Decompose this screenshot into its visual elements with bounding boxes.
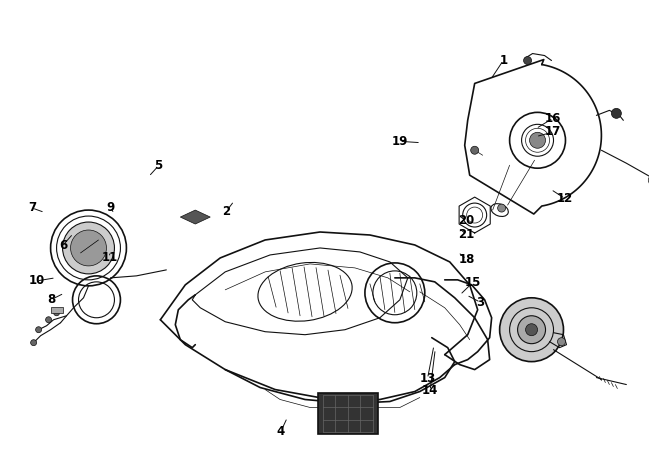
Text: 11: 11 (101, 251, 118, 264)
Text: 16: 16 (545, 112, 562, 125)
Circle shape (526, 324, 538, 336)
Text: 14: 14 (422, 384, 438, 397)
Text: 12: 12 (557, 192, 573, 205)
Text: 6: 6 (59, 239, 67, 252)
Text: 1: 1 (499, 54, 508, 67)
Text: 8: 8 (47, 293, 55, 306)
Text: 7: 7 (28, 201, 36, 214)
Circle shape (498, 204, 506, 212)
Circle shape (53, 310, 60, 316)
FancyBboxPatch shape (318, 393, 378, 434)
Text: 18: 18 (458, 253, 474, 266)
Text: 21: 21 (458, 228, 474, 241)
Circle shape (62, 222, 114, 274)
Polygon shape (180, 210, 210, 224)
Text: 20: 20 (458, 214, 474, 227)
Circle shape (500, 298, 564, 361)
Circle shape (530, 132, 545, 148)
Text: 15: 15 (465, 276, 481, 289)
Text: 3: 3 (476, 296, 485, 309)
Text: 5: 5 (154, 160, 162, 172)
Circle shape (471, 146, 478, 154)
Circle shape (71, 230, 107, 266)
Text: 13: 13 (419, 372, 436, 385)
Circle shape (558, 338, 566, 346)
Circle shape (36, 327, 42, 333)
Text: 17: 17 (545, 126, 562, 139)
Circle shape (612, 108, 621, 118)
Text: 9: 9 (107, 201, 115, 214)
Text: 4: 4 (277, 425, 285, 438)
Circle shape (31, 340, 36, 346)
Text: 10: 10 (28, 275, 44, 288)
Circle shape (46, 317, 51, 323)
Circle shape (517, 316, 545, 344)
Text: 19: 19 (391, 135, 408, 148)
FancyBboxPatch shape (51, 307, 62, 313)
Circle shape (523, 57, 532, 64)
Text: 2: 2 (222, 205, 231, 218)
